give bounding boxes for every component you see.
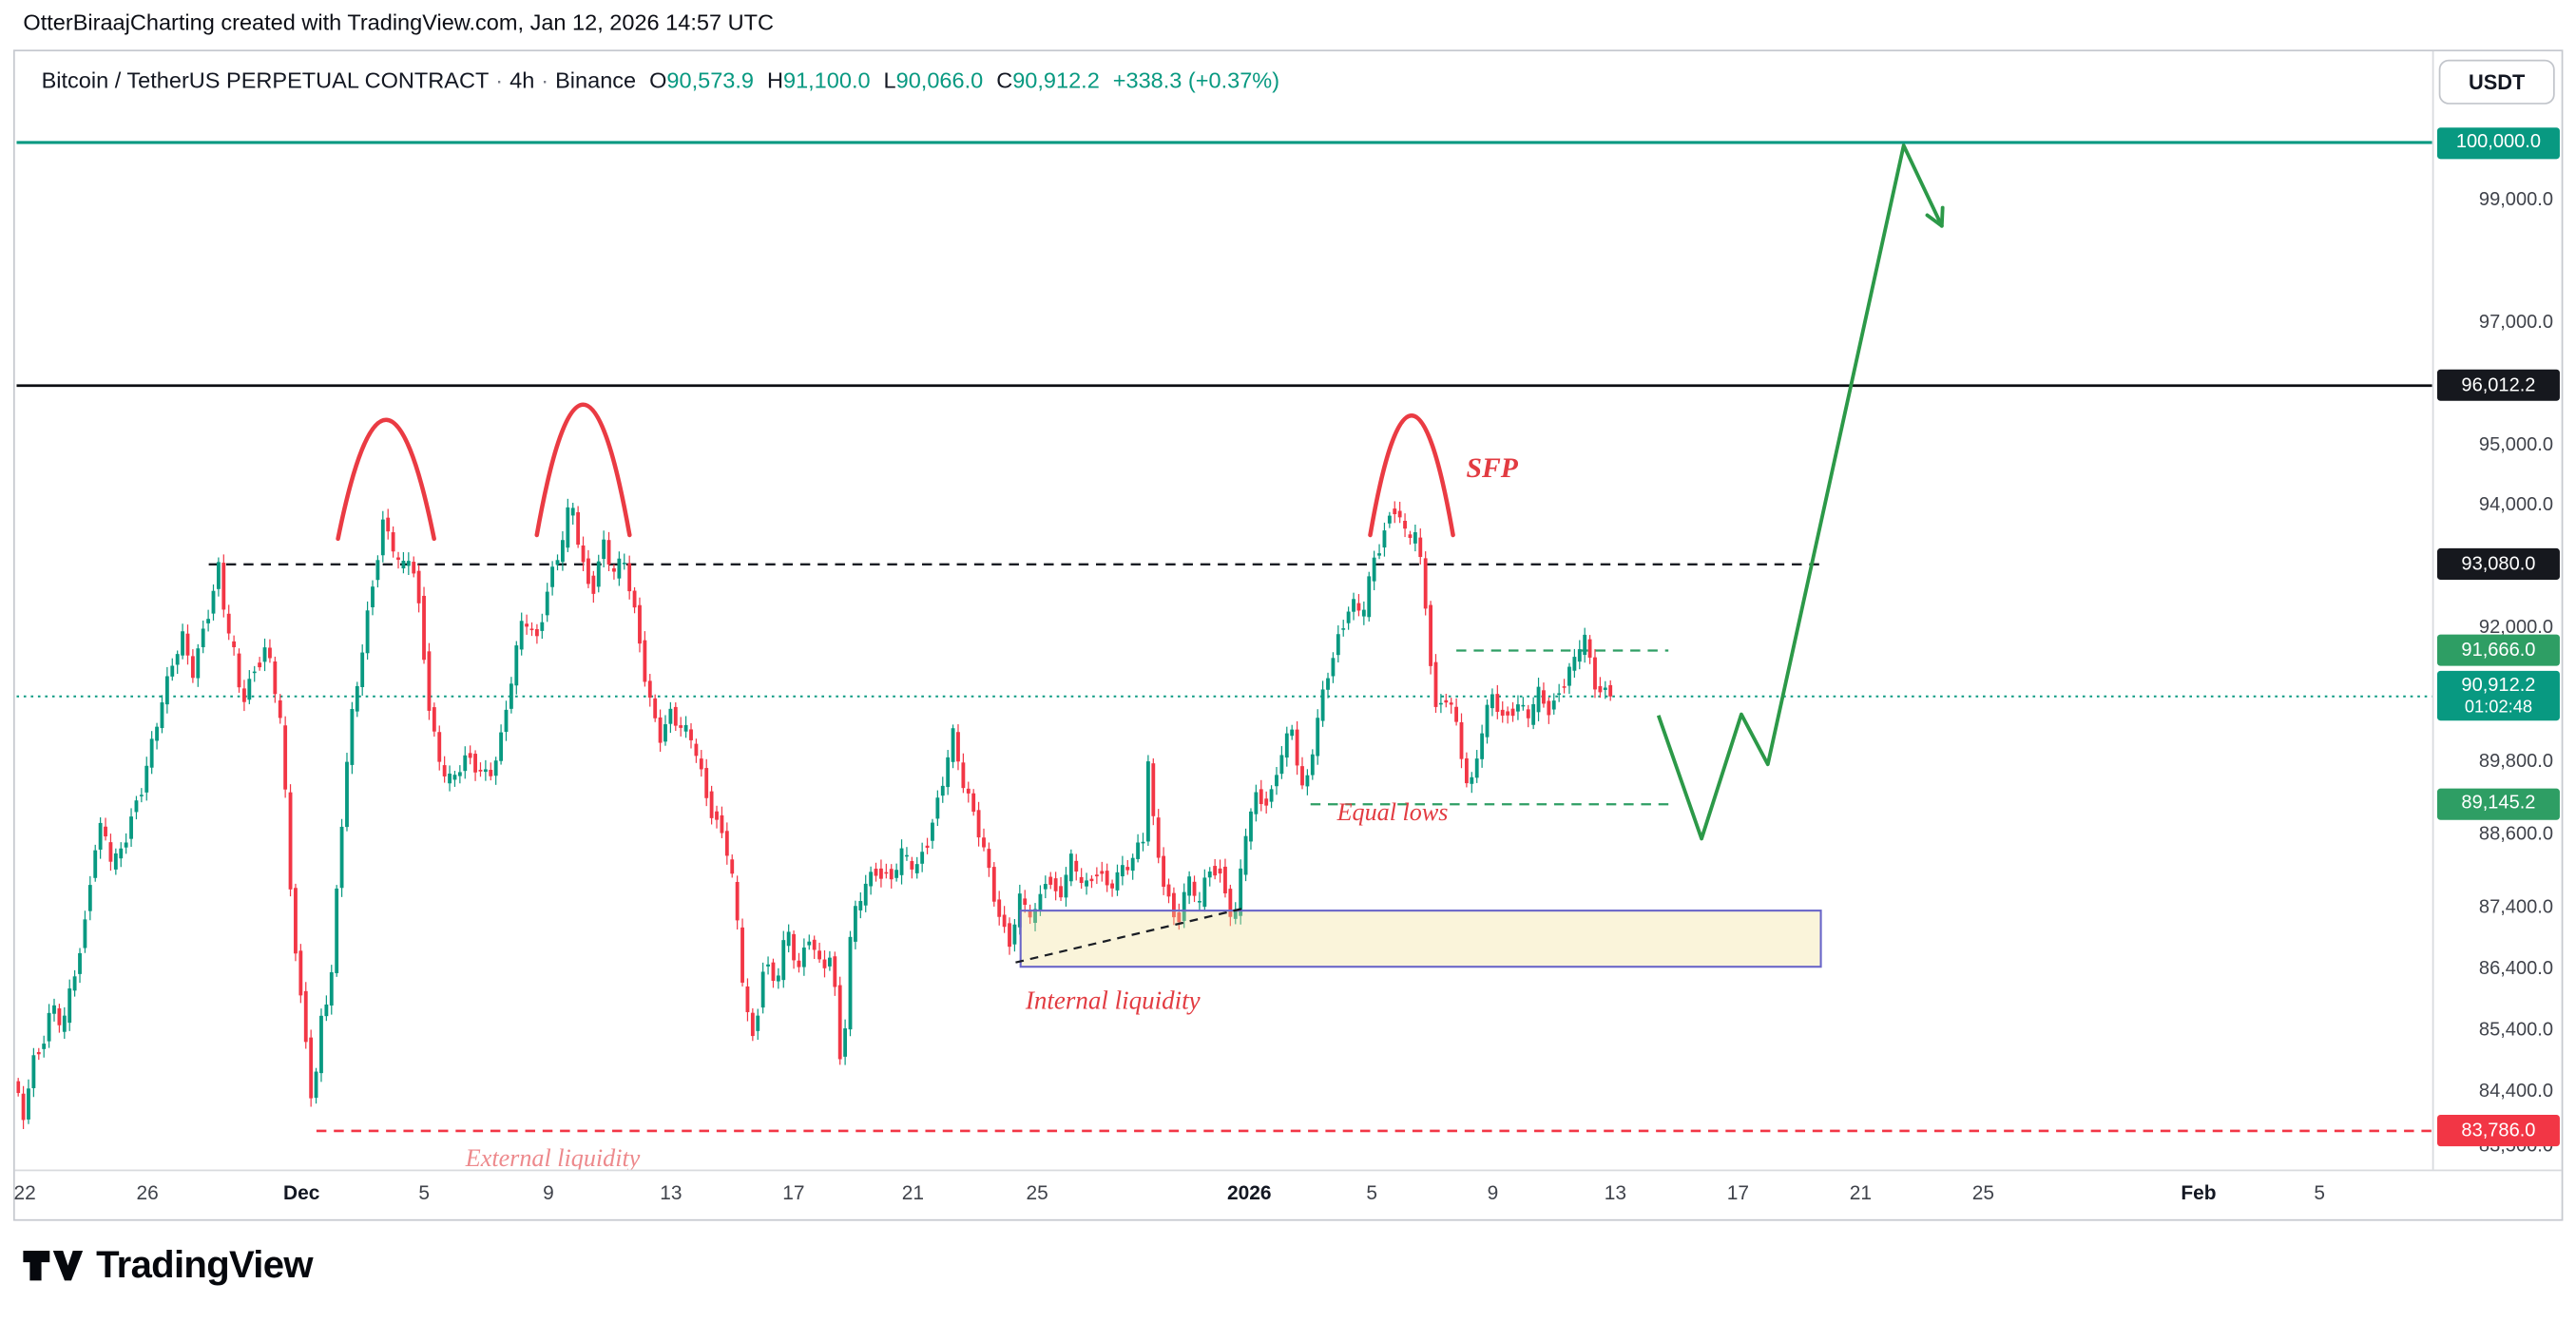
ohlc-high-label: H: [766, 67, 783, 93]
time-tick-label: 13: [660, 1180, 682, 1205]
ohlc-close-value: 90,912.2: [1012, 67, 1100, 93]
price-badge-value: 96,012.2: [2461, 374, 2536, 395]
price-tick-label: 88,600.0: [2478, 825, 2553, 845]
time-tick-label: Dec: [283, 1180, 320, 1205]
price-badge-value: 83,786.0: [2461, 1121, 2536, 1141]
ohlc-high-value: 91,100.0: [782, 67, 871, 93]
time-tick-label: 25: [1026, 1180, 1048, 1205]
time-tick-label: 21: [1849, 1180, 1873, 1205]
time-tick-label: 5: [2314, 1180, 2326, 1205]
time-axis-separator: [14, 1169, 2562, 1172]
price-tick-label: 95,000.0: [2478, 434, 2553, 455]
tradingview-logo-icon: [23, 1250, 84, 1280]
price-badge-value: 100,000.0: [2455, 132, 2542, 153]
price-badge: 93,080.0: [2436, 548, 2560, 581]
price-tick-label: 97,000.0: [2478, 313, 2553, 334]
time-tick-label: 9: [543, 1180, 554, 1205]
price-badge-value: 91,666.0: [2461, 640, 2536, 661]
countdown-timer: 01:02:48: [2464, 697, 2533, 718]
time-axis[interactable]: 22 26 Dec 5 9 13 17 21 25 2026 5 9 13 17 21 25 Feb 5: [13, 1170, 2432, 1221]
separator-dot: ·: [541, 67, 549, 93]
symbol-title[interactable]: Bitcoin / TetherUS PERPETUAL CONTRACT: [41, 67, 490, 93]
price-badge: 96,012.2: [2436, 370, 2560, 402]
price-tick-label: 84,400.0: [2478, 1081, 2553, 1102]
tradingview-wordmark: TradingView: [96, 1242, 313, 1286]
price-tick-label: 94,000.0: [2478, 495, 2553, 516]
change-value: +338.3 (+0.37%): [1112, 67, 1280, 93]
time-tick-label: Feb: [2181, 1180, 2217, 1205]
price-badge: 89,145.2: [2436, 788, 2560, 820]
chart-header: Bitcoin / TetherUS PERPETUAL CONTRACT · 4h…: [42, 67, 1279, 92]
price-badge: 83,786.0: [2436, 1115, 2560, 1147]
time-tick-label: 22: [13, 1180, 36, 1205]
ohlc-close-label: C: [996, 67, 1013, 93]
price-badge: 91,666.0: [2436, 634, 2560, 667]
price-tick-label: 86,400.0: [2478, 959, 2553, 980]
currency-toggle-button[interactable]: USDT: [2438, 59, 2555, 105]
separator-dot: ·: [495, 67, 504, 93]
price-badge-value: 93,080.0: [2461, 554, 2536, 574]
time-tick-label: 9: [1487, 1180, 1499, 1205]
price-tick-label: 92,000.0: [2478, 617, 2553, 638]
price-badge-value: 89,145.2: [2461, 794, 2536, 814]
price-badge-value: 90,912.2: [2461, 675, 2536, 696]
price-badge: 90,912.2 01:02:48: [2436, 671, 2560, 721]
chart-frame: Bitcoin / TetherUS PERPETUAL CONTRACT · 4h…: [12, 49, 2564, 1221]
interval-label[interactable]: 4h: [509, 67, 535, 93]
exchange-label: Binance: [555, 67, 637, 93]
price-axis-separator: [2432, 51, 2434, 1170]
price-axis[interactable]: 99,000.0 97,000.0 95,000.0 94,000.0 92,000.0…: [2433, 107, 2563, 1169]
time-tick-label: 25: [1971, 1180, 1995, 1205]
time-tick-label: 21: [901, 1180, 925, 1205]
time-tick-label: 26: [136, 1180, 159, 1205]
time-tick-label: 2026: [1226, 1180, 1272, 1205]
time-tick-label: 17: [782, 1180, 805, 1205]
time-tick-label: 5: [418, 1180, 431, 1205]
time-tick-label: 17: [1726, 1180, 1750, 1205]
tradingview-logo[interactable]: TradingView: [22, 1242, 314, 1287]
price-tick-label: 99,000.0: [2478, 190, 2553, 211]
svg-text:Equal lows: Equal lows: [1336, 798, 1449, 826]
ohlc-open-value: 90,573.9: [666, 67, 755, 93]
time-tick-label: 5: [1366, 1180, 1378, 1205]
ohlc-open-label: O: [649, 67, 667, 93]
price-tick-label: 87,400.0: [2478, 898, 2553, 918]
ohlc-low-label: L: [883, 67, 896, 93]
time-tick-label: 13: [1604, 1180, 1627, 1205]
svg-text:Internal liquidity: Internal liquidity: [1025, 986, 1201, 1014]
svg-text:External liquidity: External liquidity: [465, 1144, 641, 1169]
price-tick-label: 85,400.0: [2478, 1020, 2553, 1041]
attribution-text: OtterBiraajCharting created with Trading…: [23, 10, 774, 35]
svg-text:SFP: SFP: [1467, 453, 1519, 484]
ohlc-low-value: 90,066.0: [895, 67, 984, 93]
price-tick-label: 89,800.0: [2478, 752, 2553, 773]
price-badge: 100,000.0: [2436, 126, 2560, 159]
price-chart-canvas[interactable]: SFP Equal lows Internal liquidity External …: [16, 107, 2432, 1170]
